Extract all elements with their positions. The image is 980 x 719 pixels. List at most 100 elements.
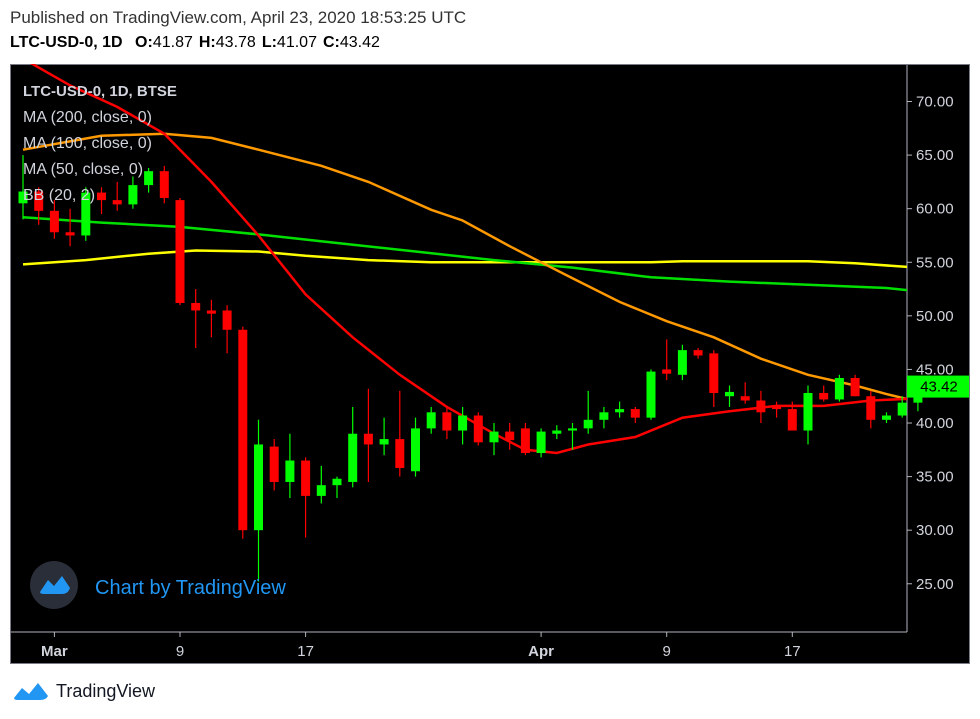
candle-body xyxy=(144,171,154,186)
candle-body xyxy=(222,310,232,330)
candle-body xyxy=(677,350,687,375)
candle[interactable] xyxy=(646,369,656,420)
candle-body xyxy=(159,171,169,198)
candle[interactable] xyxy=(254,419,263,582)
candle[interactable] xyxy=(756,390,766,424)
last-price-tag-bg xyxy=(907,375,969,398)
candle-body xyxy=(568,428,577,431)
price-axis[interactable] xyxy=(907,64,970,632)
candle[interactable] xyxy=(348,406,358,488)
candle[interactable] xyxy=(819,385,829,402)
candle-body xyxy=(787,409,797,431)
candle[interactable] xyxy=(411,417,420,477)
price-tick-label: 25.00 xyxy=(916,576,954,593)
price-tick-label: 70.00 xyxy=(916,94,954,111)
candle[interactable] xyxy=(536,428,546,458)
candle[interactable] xyxy=(65,208,75,247)
candle-body xyxy=(693,350,703,356)
candle[interactable] xyxy=(458,406,468,445)
candle-body xyxy=(552,430,562,434)
candle[interactable] xyxy=(772,401,782,418)
candle[interactable] xyxy=(505,423,515,450)
candle-body xyxy=(630,409,640,418)
candle-body xyxy=(803,393,813,431)
candle-body xyxy=(882,415,891,420)
footer-brand-text: TradingView xyxy=(56,680,156,701)
tradingview-watermark[interactable]: Chart by TradingView xyxy=(30,561,286,609)
candle[interactable] xyxy=(834,374,844,402)
candle[interactable] xyxy=(269,439,279,491)
candle[interactable] xyxy=(34,187,44,225)
candle[interactable] xyxy=(520,423,530,456)
ohlc-label: C: xyxy=(322,34,340,51)
candle[interactable] xyxy=(395,390,405,477)
candle[interactable] xyxy=(473,412,483,446)
candle-body xyxy=(709,353,719,394)
candle[interactable] xyxy=(379,417,389,456)
candle[interactable] xyxy=(81,187,91,241)
time-axis[interactable] xyxy=(10,632,970,664)
candle[interactable] xyxy=(677,344,687,381)
candle-body xyxy=(238,329,248,531)
candle[interactable] xyxy=(128,176,138,209)
candle[interactable] xyxy=(630,406,640,424)
legend-item-ma100: MA (100, close, 0) xyxy=(23,135,152,152)
indicator-line-0 xyxy=(22,249,907,269)
plot-area[interactable] xyxy=(9,63,908,633)
candle[interactable] xyxy=(238,326,248,539)
candle[interactable] xyxy=(615,401,625,418)
candle[interactable] xyxy=(568,423,577,450)
candle[interactable] xyxy=(787,401,797,431)
candle[interactable] xyxy=(489,423,499,456)
candle[interactable] xyxy=(866,390,876,429)
candle[interactable] xyxy=(316,465,326,504)
candle-body xyxy=(128,185,138,205)
candle[interactable] xyxy=(709,350,719,407)
ohlc-value: 43.78 xyxy=(215,34,256,51)
candle[interactable] xyxy=(222,305,232,354)
candle-body xyxy=(395,439,405,469)
candle[interactable] xyxy=(897,396,907,418)
legend-item-bb: BB (20, 2) xyxy=(23,187,95,204)
candle[interactable] xyxy=(725,385,734,407)
price-chart[interactable]: 25.00 30.00 35.00 40.00 45.00 50.00 55.00 60.00… xyxy=(9,63,970,664)
candle[interactable] xyxy=(662,339,672,381)
candle[interactable] xyxy=(552,425,562,440)
candle[interactable] xyxy=(803,385,813,445)
candle[interactable] xyxy=(882,412,891,424)
candle[interactable] xyxy=(583,390,593,434)
candle-body xyxy=(316,485,326,496)
candle[interactable] xyxy=(206,299,216,338)
candle[interactable] xyxy=(144,167,154,193)
candle[interactable] xyxy=(18,155,28,220)
footer-brand[interactable]: TradingView xyxy=(12,680,155,702)
candle[interactable] xyxy=(599,406,609,429)
candle[interactable] xyxy=(740,382,750,404)
candle[interactable] xyxy=(850,374,860,397)
candle[interactable] xyxy=(426,406,436,434)
candle[interactable] xyxy=(301,457,311,538)
candle-body xyxy=(81,192,91,236)
time-tick-label: 17 xyxy=(784,643,801,660)
candle[interactable] xyxy=(191,289,201,348)
ohlc-value: 41.07 xyxy=(276,34,317,51)
candle[interactable] xyxy=(97,187,106,215)
ohlc-label: O: xyxy=(135,34,153,51)
candle[interactable] xyxy=(442,406,452,440)
candle[interactable] xyxy=(332,476,342,499)
candle[interactable] xyxy=(159,165,169,204)
symbol-ohlc-line: LTC-USD-0, 1D O:41.87 H:43.78 L:41.07 C:43.… xyxy=(10,34,386,52)
chart-frame[interactable]: 25.00 30.00 35.00 40.00 45.00 50.00 55.00 60.00… xyxy=(9,63,970,664)
candle[interactable] xyxy=(175,197,185,306)
candle-body xyxy=(49,210,59,233)
time-tick-label: Apr xyxy=(528,643,554,660)
candle[interactable] xyxy=(285,433,295,499)
candle-body xyxy=(332,478,342,486)
candle[interactable] xyxy=(363,388,373,482)
candle[interactable] xyxy=(49,200,59,239)
candle-body xyxy=(363,433,373,445)
candle[interactable] xyxy=(112,181,122,211)
candle-body xyxy=(615,409,625,413)
candle[interactable] xyxy=(693,348,703,359)
candle-body xyxy=(34,191,44,211)
